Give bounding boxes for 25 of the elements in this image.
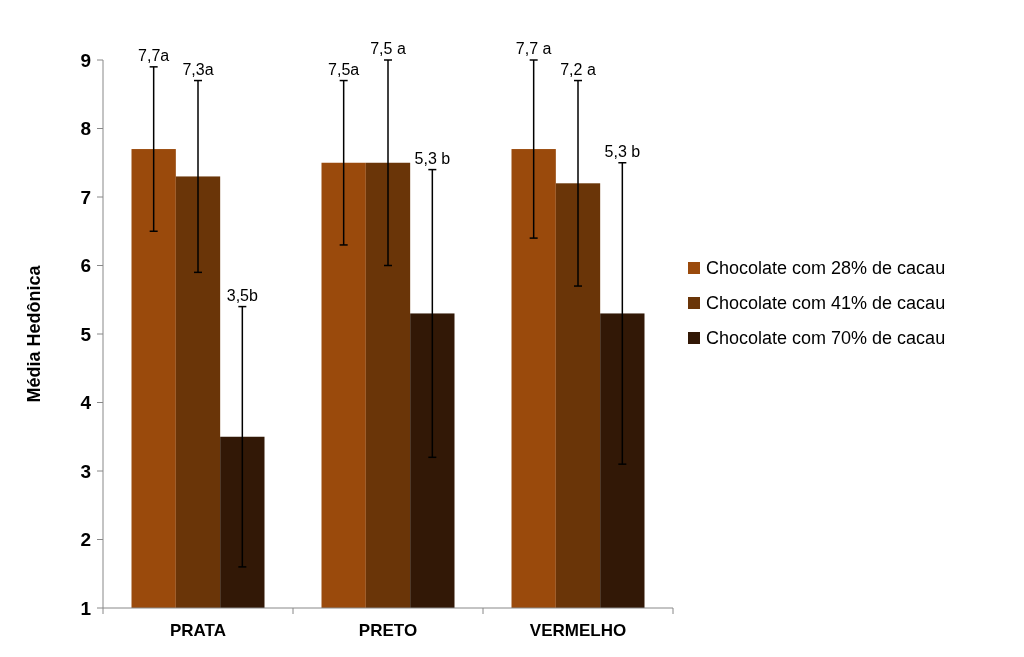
annotation: 5,3 b [604, 142, 641, 160]
legend-label: Chocolate com 41% de cacau [706, 293, 946, 314]
y-tick-label: 2 [80, 529, 91, 551]
annotation: 3,5b [226, 286, 259, 304]
y-tick-label: 5 [80, 323, 92, 345]
x-tick-label: PRETO [358, 621, 418, 640]
text: 7,7 a [515, 40, 552, 57]
annotation: 7,5a [328, 60, 360, 78]
y-axis-title: Média Hedônica [24, 264, 44, 403]
annotation: 7,3a [182, 60, 214, 78]
annotation: 7,7a [138, 46, 170, 64]
annotation: 5,3 b [414, 149, 451, 167]
y-tick-label: 7 [80, 186, 91, 208]
x-tick-label: PRATA [169, 621, 227, 640]
legend-label: Chocolate com 70% de cacau [706, 328, 946, 349]
y-tick-label: 4 [80, 392, 92, 414]
x-tick-label: VERMELHO [529, 621, 627, 640]
legend-label: Chocolate com 28% de cacau [706, 258, 946, 279]
y-tick-label: 9 [80, 49, 91, 71]
y-tick-label: 3 [80, 460, 91, 482]
annotation: 7,2 a [560, 60, 596, 78]
text: 7,5 a [370, 40, 406, 57]
y-tick-label: 6 [80, 255, 91, 277]
y-tick-label: 8 [80, 118, 91, 140]
y-tick-label: 1 [80, 597, 92, 619]
